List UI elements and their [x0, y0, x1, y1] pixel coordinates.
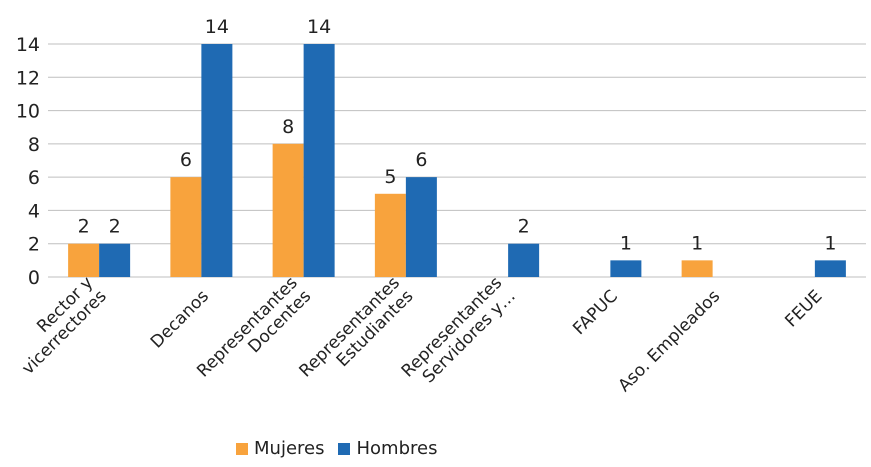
x-tick-label: RepresentantesEstudiantes	[296, 273, 418, 395]
bar-hombres	[99, 243, 131, 277]
y-tick-label: 10	[16, 101, 40, 123]
x-tick-label-line: Aso. Empleados	[614, 286, 724, 396]
data-label: 6	[180, 149, 192, 171]
legend-label-mujeres: Mujeres	[254, 438, 325, 459]
legend-item-mujeres: Mujeres	[236, 438, 324, 459]
bar-mujeres	[272, 143, 304, 277]
bar-hombres	[610, 260, 642, 277]
bar-hombres	[303, 44, 335, 277]
x-tick-label: FAPUC	[569, 286, 622, 339]
y-tick-label: 2	[28, 234, 40, 256]
x-tick-label-line: FAPUC	[569, 286, 622, 339]
data-label: 2	[518, 216, 530, 238]
y-tick-label: 4	[28, 200, 40, 222]
x-tick-label: RepresentantesServidores y…	[398, 273, 520, 395]
bar-mujeres	[68, 243, 100, 277]
y-tick-label: 14	[16, 34, 40, 56]
bar-hombres	[201, 44, 233, 277]
legend-label-hombres: Hombres	[356, 438, 438, 459]
x-tick-label: RepresentantesDocentes	[193, 273, 315, 395]
data-label: 5	[384, 166, 396, 188]
x-tick-label: Rector yvicerrectores	[5, 273, 111, 379]
x-tick-label: Decanos	[147, 286, 213, 352]
bar-hombres	[405, 177, 437, 277]
data-label: 14	[307, 16, 331, 38]
data-label: 1	[620, 232, 632, 254]
data-label: 1	[824, 232, 836, 254]
bar-mujeres	[681, 260, 713, 277]
y-tick-label: 0	[28, 267, 40, 289]
x-tick-label: FEUE	[781, 286, 826, 331]
y-tick-label: 6	[28, 167, 40, 189]
legend-swatch-hombres	[338, 442, 351, 455]
data-label: 2	[78, 216, 90, 238]
data-label: 14	[205, 16, 229, 38]
y-tick-label: 12	[16, 67, 40, 89]
bar-mujeres	[170, 177, 202, 277]
x-tick-label: Aso. Empleados	[614, 286, 724, 396]
bar-hombres	[814, 260, 846, 277]
data-label: 2	[109, 216, 121, 238]
bar-hombres	[508, 243, 540, 277]
legend-item-hombres: Hombres	[338, 438, 437, 459]
x-tick-label-line: Decanos	[147, 286, 213, 352]
y-tick-label: 8	[28, 134, 40, 156]
data-label: 1	[691, 232, 703, 254]
legend: Mujeres Hombres	[236, 438, 437, 459]
bar-mujeres	[374, 193, 406, 277]
legend-swatch-mujeres	[236, 442, 248, 455]
x-tick-label-line: FEUE	[781, 286, 826, 331]
data-label: 6	[415, 149, 427, 171]
data-label: 8	[282, 116, 294, 138]
